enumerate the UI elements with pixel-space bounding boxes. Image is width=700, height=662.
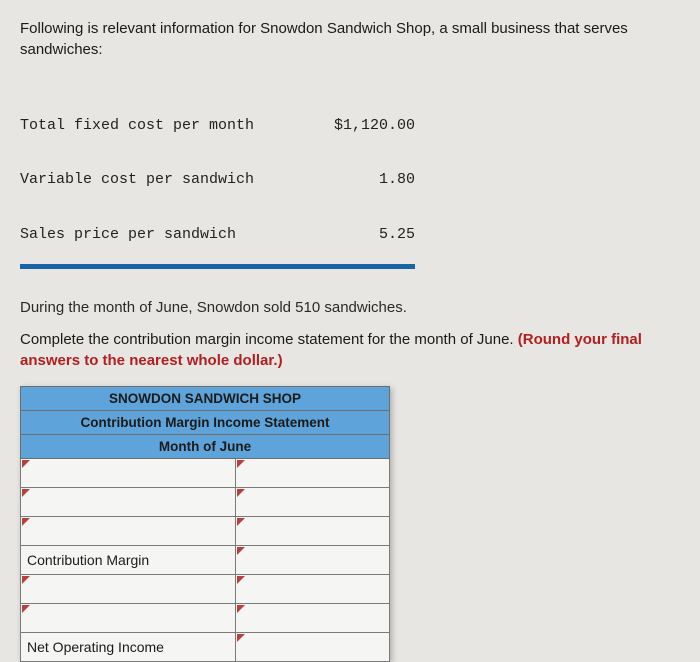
instruction-plain: Complete the contribution margin income … <box>20 331 518 348</box>
table-row: Net Operating Income <box>21 633 390 662</box>
net-operating-income-label: Net Operating Income <box>21 633 236 662</box>
amount-input[interactable] <box>236 575 390 604</box>
line-item-dropdown[interactable] <box>21 575 236 604</box>
dropdown-indicator-icon <box>237 576 245 584</box>
dropdown-indicator-icon <box>237 518 245 526</box>
line-item-dropdown[interactable] <box>21 488 236 517</box>
table-header-period: Month of June <box>21 435 390 459</box>
table-row: Contribution Margin <box>21 546 390 575</box>
table-row <box>21 604 390 633</box>
cost-row: Total fixed cost per month $1,120.00 <box>20 116 415 136</box>
table-row <box>21 575 390 604</box>
line-item-dropdown[interactable] <box>21 517 236 546</box>
amount-input[interactable] <box>236 633 390 662</box>
dropdown-indicator-icon <box>237 489 245 497</box>
dropdown-indicator-icon <box>22 518 30 526</box>
cost-row: Sales price per sandwich 5.25 <box>20 225 415 245</box>
amount-input[interactable] <box>236 488 390 517</box>
cost-label: Total fixed cost per month <box>20 116 254 136</box>
dropdown-indicator-icon <box>237 547 245 555</box>
cost-label: Sales price per sandwich <box>20 225 236 245</box>
dropdown-indicator-icon <box>22 489 30 497</box>
amount-input[interactable] <box>236 546 390 575</box>
during-text: During the month of June, Snowdon sold 5… <box>20 297 680 319</box>
dropdown-indicator-icon <box>22 605 30 613</box>
contribution-margin-label: Contribution Margin <box>21 546 236 575</box>
table-header-company: SNOWDON SANDWICH SHOP <box>21 387 390 411</box>
line-item-dropdown[interactable] <box>21 604 236 633</box>
cost-data-block: Total fixed cost per month $1,120.00 Var… <box>20 82 415 269</box>
instruction-text: Complete the contribution margin income … <box>20 329 680 373</box>
dropdown-indicator-icon <box>237 605 245 613</box>
dropdown-indicator-icon <box>22 460 30 468</box>
dropdown-indicator-icon <box>237 460 245 468</box>
table-header-title: Contribution Margin Income Statement <box>21 411 390 435</box>
amount-input[interactable] <box>236 604 390 633</box>
table-row <box>21 459 390 488</box>
cost-value: 1.80 <box>379 170 415 190</box>
cost-value: $1,120.00 <box>334 116 415 136</box>
dropdown-indicator-icon <box>22 576 30 584</box>
table-row <box>21 488 390 517</box>
amount-input[interactable] <box>236 517 390 546</box>
cost-row: Variable cost per sandwich 1.80 <box>20 170 415 190</box>
amount-input[interactable] <box>236 459 390 488</box>
cost-value: 5.25 <box>379 225 415 245</box>
income-statement-table: SNOWDON SANDWICH SHOP Contribution Margi… <box>20 386 390 662</box>
table-row <box>21 517 390 546</box>
dropdown-indicator-icon <box>237 634 245 642</box>
line-item-dropdown[interactable] <box>21 459 236 488</box>
cost-label: Variable cost per sandwich <box>20 170 254 190</box>
intro-text: Following is relevant information for Sn… <box>20 18 680 60</box>
